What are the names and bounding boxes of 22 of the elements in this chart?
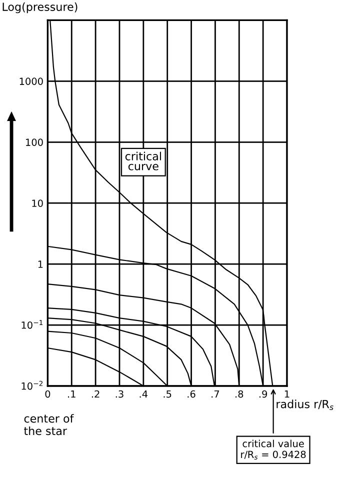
annotation: critical curve	[125, 152, 161, 170]
x-tick-label: .7	[212, 390, 220, 398]
x-tick-label: .9	[259, 390, 268, 398]
x-tick-label: .8	[236, 390, 244, 398]
annotation: critical value r/R$_{s}$ = 0.9428	[241, 440, 306, 460]
x-tick-label: .6	[188, 390, 196, 398]
y-tick-label: 1000	[20, 78, 43, 85]
x-tick-label: .3	[116, 390, 124, 398]
y-tick-label: 1	[38, 260, 43, 268]
y-axis-title: Log(pressure)	[2, 2, 78, 14]
y-tick-label: 100	[26, 138, 43, 146]
y-tick-label: 10$^{−2}$	[22, 380, 42, 390]
x-tick-label: .2	[92, 390, 100, 398]
x-tick-label: 0	[45, 390, 50, 398]
x-tick-label: 1	[284, 390, 290, 398]
y-tick-label: 10$^{−1}$	[22, 320, 43, 329]
text: center of the star	[24, 414, 74, 436]
x-tick-label: .1	[68, 390, 76, 398]
x-tick-label: .4	[140, 390, 148, 398]
x-tick-label: .5	[164, 390, 172, 398]
y-tick-label: 10	[32, 200, 43, 207]
x-axis-title: radius r/R$_{s}$	[276, 400, 334, 410]
